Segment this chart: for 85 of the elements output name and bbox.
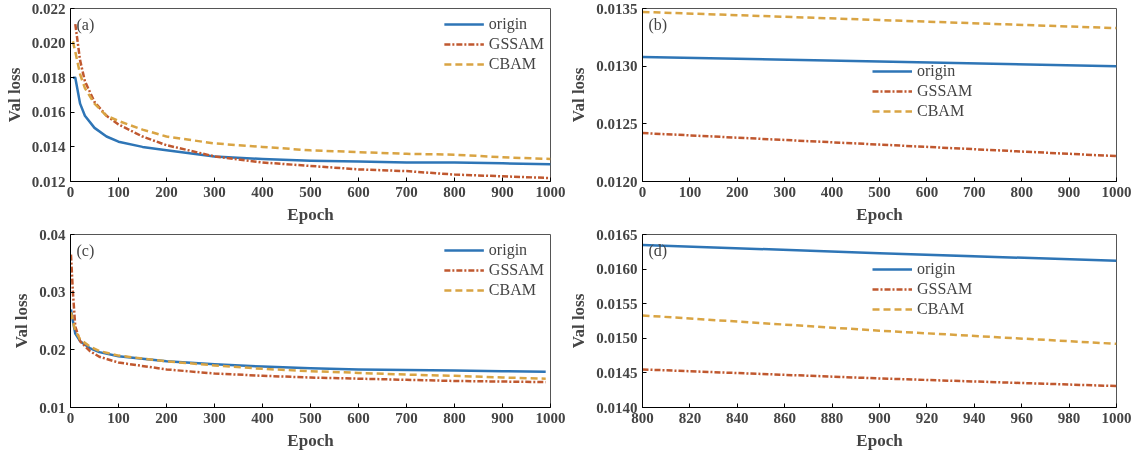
y-tick-label: 0.0165 [596,226,638,243]
x-tick-label: 500 [868,183,891,200]
x-tick-label: 1000 [1101,183,1132,200]
y-tick-label: 0.01 [39,399,66,416]
x-tick-label: 600 [347,409,370,426]
x-tick-label: 840 [726,409,749,426]
legend-label: origin [917,62,956,80]
y-axis-title: Val loss [569,293,589,349]
x-tick-label: 900 [491,409,514,426]
y-axis-title: Val loss [4,67,24,123]
legend-label: CBAM [917,102,965,120]
x-tick-label: 300 [203,409,226,426]
x-tick-label: 1000 [1101,409,1132,426]
x-tick-label: 400 [820,183,844,200]
annotation: (a) [76,15,95,34]
y-tick-label: 0.020 [31,35,66,52]
legend-label: origin [488,15,528,33]
x-tick-label: 800 [1010,183,1033,200]
x-tick-label: 900 [868,409,891,426]
annotation: (c) [76,241,95,260]
legend-label: GSSAM [917,82,973,100]
legend-label: GSSAM [917,280,973,298]
y-axis-title: Val loss [12,293,32,349]
y-tick-label: 0.03 [39,284,66,301]
x-axis-title: Epoch [856,204,904,224]
y-tick-label: 0.0160 [596,261,638,278]
y-tick-label: 0.0145 [596,364,638,381]
y-tick-label: 0.0135 [596,0,638,17]
y-tick-label: 0.016 [31,104,66,121]
x-tick-label: 800 [443,409,466,426]
x-axis-title: Epoch [287,430,335,450]
y-axis-title: Val loss [569,67,589,123]
y-tick-label: 0.012 [31,173,66,190]
legend-label: origin [917,260,956,278]
x-tick-label: 100 [107,183,130,200]
y-tick-label: 0.02 [39,341,66,358]
x-axis-title: Epoch [287,204,335,224]
x-tick-label: 200 [726,183,749,200]
y-tick-label: 0.0150 [596,330,638,347]
y-tick-label: 0.0120 [596,173,638,190]
x-tick-label: 900 [491,183,514,200]
x-tick-label: 1000 [535,409,566,426]
x-tick-label: 300 [203,183,226,200]
x-tick-label: 960 [1010,409,1033,426]
x-tick-label: 400 [251,409,274,426]
x-tick-label: 500 [299,183,322,200]
x-tick-label: 700 [395,409,418,426]
x-tick-label: 200 [155,409,178,426]
y-tick-label: 0.0155 [596,295,638,312]
x-tick-label: 900 [1057,183,1081,200]
x-tick-label: 0 [66,183,75,200]
x-tick-label: 920 [915,409,939,426]
y-tick-label: 0.014 [31,138,66,155]
x-tick-label: 980 [1057,409,1081,426]
annotation: (b) [648,15,668,34]
x-tick-label: 820 [678,409,702,426]
x-tick-label: 0 [66,409,75,426]
y-tick-label: 0.0125 [596,115,638,132]
legend-label: origin [488,241,528,259]
y-tick-label: 0.04 [39,226,66,243]
x-tick-label: 700 [395,183,418,200]
y-tick-label: 0.022 [31,0,66,17]
legend-label: GSSAM [488,261,544,279]
x-tick-label: 860 [773,409,796,426]
y-tick-label: 0.0130 [596,58,638,75]
legend-label: CBAM [488,55,536,73]
x-tick-label: 880 [820,409,844,426]
x-tick-label: 1000 [535,183,566,200]
x-tick-label: 100 [678,183,702,200]
y-tick-label: 0.018 [31,69,66,86]
x-tick-label: 200 [155,183,178,200]
x-tick-label: 400 [251,183,274,200]
x-tick-label: 0 [638,183,647,200]
legend-label: GSSAM [488,35,544,53]
legend-label: CBAM [917,300,965,318]
x-tick-label: 700 [963,183,986,200]
x-axis-title: Epoch [856,430,904,450]
legend-label: CBAM [488,281,536,299]
x-tick-label: 100 [107,409,130,426]
x-tick-label: 300 [773,183,796,200]
x-tick-label: 800 [443,183,466,200]
x-tick-label: 940 [963,409,986,426]
x-tick-label: 600 [347,183,370,200]
x-tick-label: 600 [915,183,939,200]
x-tick-label: 500 [299,409,322,426]
